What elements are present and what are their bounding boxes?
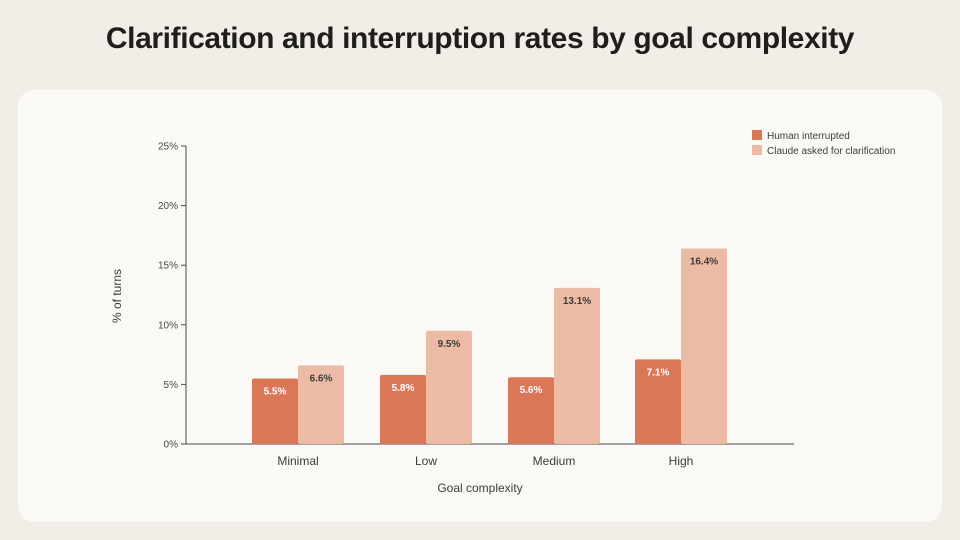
x-tick-label: Low [415, 454, 437, 468]
y-axis-title: % of turns [110, 269, 124, 323]
chart-title: Clarification and interruption rates by … [105, 22, 855, 55]
data-label: 5.6% [520, 385, 543, 396]
bar-human-interrupted-minimal [252, 378, 298, 444]
y-tick-label: 20% [158, 201, 178, 212]
data-label: 5.5% [264, 386, 287, 397]
y-tick-label: 0% [164, 440, 179, 451]
data-label: 16.4% [690, 257, 718, 268]
chart-card [18, 90, 942, 522]
bar-claude-clarification-minimal [298, 365, 344, 444]
legend-label: Claude asked for clarification [767, 146, 895, 157]
x-tick-label: Minimal [277, 454, 318, 468]
bar-human-interrupted-high [635, 359, 681, 444]
x-axis-title: Goal complexity [437, 481, 522, 495]
legend-label: Human interrupted [767, 131, 850, 142]
y-tick-label: 25% [158, 142, 178, 153]
legend-swatch [752, 145, 762, 155]
bar-claude-clarification-low [426, 330, 472, 444]
bar-claude-clarification-medium [554, 287, 600, 444]
x-tick-label: High [669, 454, 694, 468]
bar-human-interrupted-low [380, 374, 426, 444]
data-label: 6.6% [310, 373, 333, 384]
data-label: 7.1% [647, 367, 670, 378]
bar-human-interrupted-medium [508, 377, 554, 444]
y-tick-label: 15% [158, 261, 178, 272]
bar-claude-clarification-high [681, 248, 727, 444]
y-tick-label: 5% [164, 380, 179, 391]
data-label: 5.8% [392, 383, 415, 394]
data-label: 9.5% [438, 339, 461, 350]
legend-swatch [752, 130, 762, 140]
y-tick-label: 10% [158, 320, 178, 331]
data-label: 13.1% [563, 296, 591, 307]
x-tick-label: Medium [533, 454, 576, 468]
